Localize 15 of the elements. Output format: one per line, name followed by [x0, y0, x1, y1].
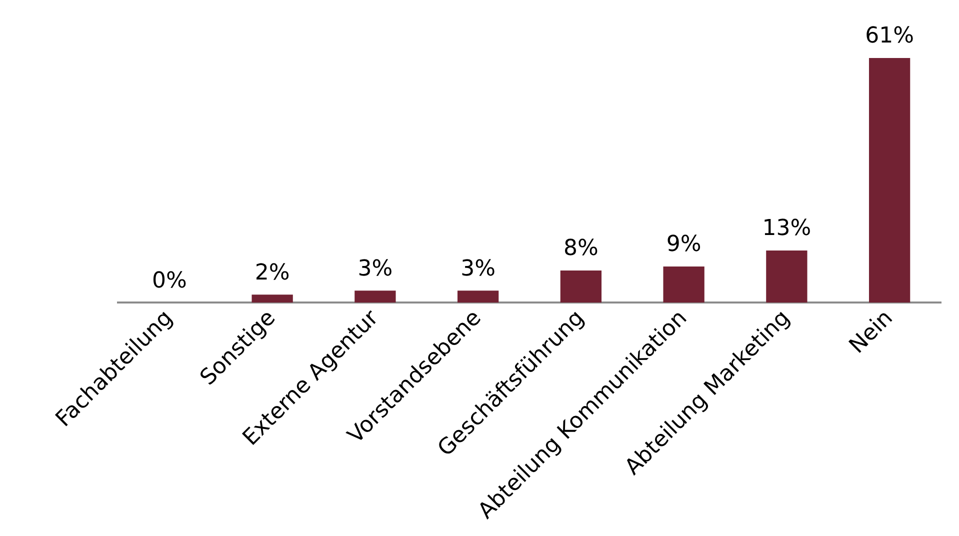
data-label: 61%: [865, 24, 914, 49]
data-label: 3%: [460, 256, 496, 282]
data-label: 13%: [762, 216, 812, 242]
data-label: 2%: [254, 260, 290, 286]
bar: [354, 290, 396, 303]
data-label: 3%: [358, 256, 393, 282]
bar: [560, 270, 602, 303]
bar: [766, 250, 808, 303]
data-label: 9%: [666, 232, 702, 258]
data-label: 8%: [563, 236, 598, 262]
bar: [457, 290, 499, 303]
bar: [663, 266, 704, 303]
data-label: 0%: [152, 268, 187, 294]
bar: [868, 58, 910, 303]
bar: [252, 294, 293, 303]
